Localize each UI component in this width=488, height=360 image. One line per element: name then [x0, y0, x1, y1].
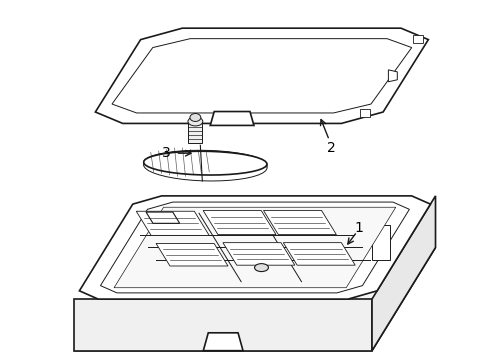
Ellipse shape: [189, 113, 201, 121]
Polygon shape: [283, 243, 354, 265]
Polygon shape: [100, 202, 408, 293]
Bar: [359, 109, 369, 117]
Polygon shape: [371, 196, 435, 351]
Text: 1: 1: [354, 221, 363, 235]
Polygon shape: [112, 39, 411, 113]
Polygon shape: [203, 211, 275, 235]
Polygon shape: [143, 151, 266, 179]
Polygon shape: [146, 212, 179, 223]
Polygon shape: [156, 243, 227, 266]
Text: 3: 3: [162, 146, 171, 160]
Text: 2: 2: [326, 141, 335, 155]
Bar: [412, 35, 422, 42]
Polygon shape: [143, 151, 266, 175]
Polygon shape: [136, 211, 209, 235]
Polygon shape: [79, 196, 429, 299]
Polygon shape: [371, 225, 389, 260]
Polygon shape: [223, 243, 294, 265]
Ellipse shape: [187, 117, 203, 126]
Polygon shape: [143, 151, 266, 181]
Polygon shape: [387, 70, 396, 82]
Polygon shape: [95, 28, 427, 123]
Polygon shape: [203, 333, 243, 351]
Ellipse shape: [254, 264, 268, 271]
Polygon shape: [210, 112, 253, 125]
Polygon shape: [263, 211, 336, 235]
Polygon shape: [74, 247, 435, 351]
Polygon shape: [114, 207, 395, 288]
Polygon shape: [74, 299, 371, 351]
Polygon shape: [188, 121, 202, 143]
Polygon shape: [143, 150, 266, 177]
